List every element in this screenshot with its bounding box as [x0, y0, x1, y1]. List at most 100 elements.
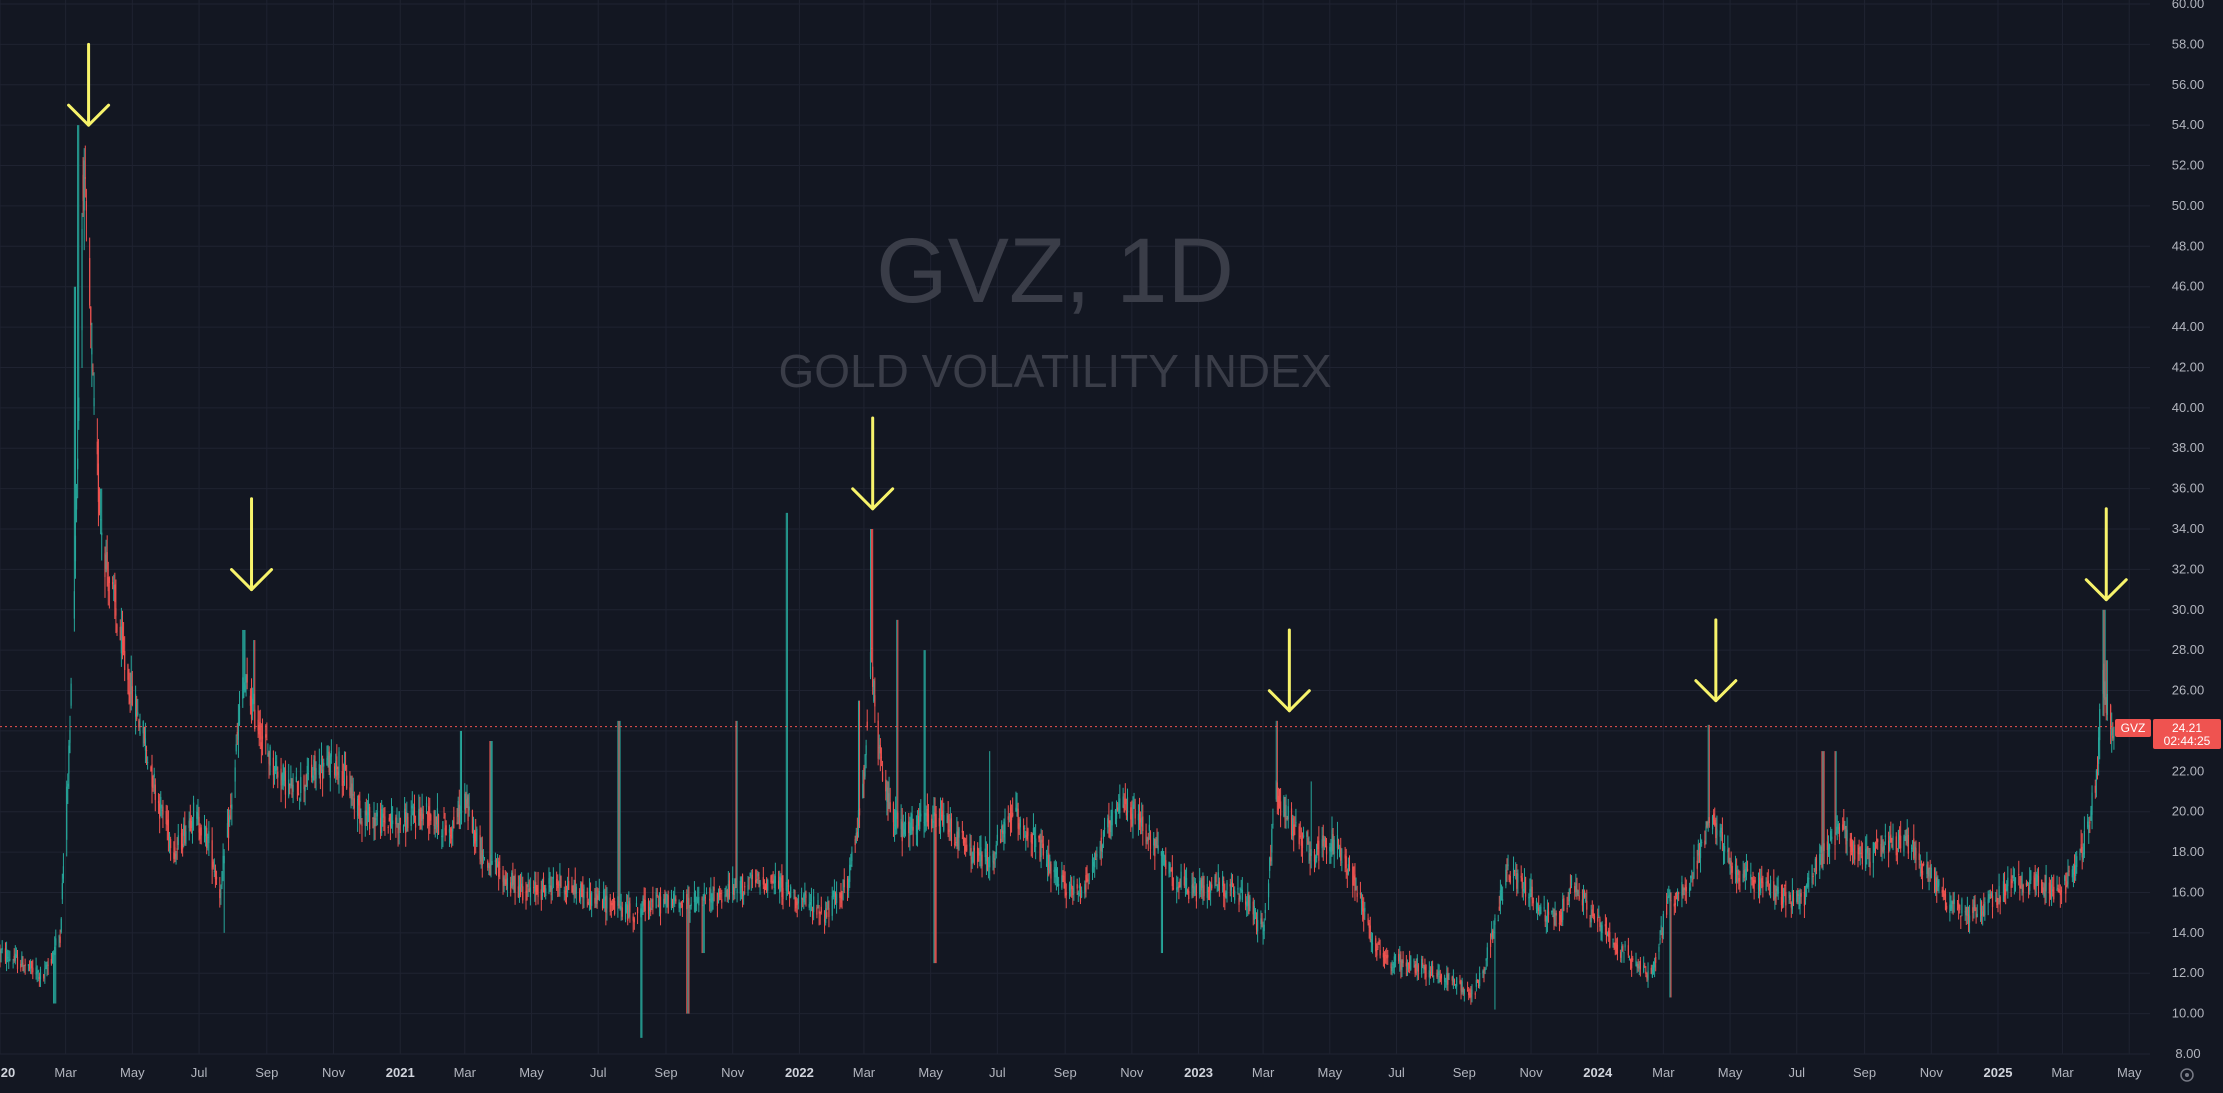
candle-body	[268, 752, 270, 764]
candle-body	[274, 761, 277, 771]
candle-body	[220, 893, 222, 895]
candle-body	[1685, 886, 1687, 892]
candle-body	[282, 764, 284, 786]
candle-body	[361, 821, 363, 827]
candle-body	[517, 886, 519, 898]
candle-body	[911, 813, 913, 829]
candle-body	[1287, 806, 1289, 820]
candle-body	[1627, 945, 1629, 956]
candle-body	[1301, 841, 1304, 848]
candle-body	[1161, 848, 1164, 863]
candle-body	[1171, 866, 1173, 887]
settings-gear-icon[interactable]	[2180, 1068, 2194, 1082]
candle-body	[2022, 884, 2024, 893]
candle-body	[1445, 981, 1447, 983]
candle-body	[2053, 886, 2055, 900]
candle-body	[504, 879, 506, 885]
candle-body	[583, 886, 585, 899]
candle-body	[698, 896, 700, 906]
candle-body	[1808, 877, 1810, 880]
candle-body	[1375, 938, 1377, 952]
candle-body	[1823, 843, 1825, 851]
candle-body	[1452, 976, 1454, 983]
candle-body	[1769, 879, 1772, 898]
candle-body	[735, 877, 737, 886]
candle-body	[1164, 855, 1166, 866]
candle-body	[406, 812, 408, 831]
candle-body	[1156, 837, 1158, 841]
candle-body	[527, 881, 529, 888]
candle-body	[979, 850, 981, 856]
candle-body	[1224, 892, 1226, 898]
time-axis[interactable]: 20 Mar May Jul Sep Nov 2021 Mar May Jul Sep Nov 2022…	[1, 1065, 2142, 1080]
candle-body	[717, 895, 720, 904]
candle-body	[32, 967, 34, 973]
candle-body	[818, 910, 820, 914]
candle-body	[375, 818, 377, 820]
time-tick-label: Jul	[989, 1065, 1006, 1080]
arrow-down-icon	[2084, 507, 2128, 602]
candle-body	[1007, 816, 1009, 820]
candle-body	[1499, 890, 1502, 904]
candle-body	[1544, 915, 1546, 922]
candle-body	[903, 829, 905, 835]
candle-body	[1299, 835, 1301, 837]
candle-body	[955, 842, 957, 844]
candle-body	[1180, 871, 1182, 888]
candle-body	[1382, 953, 1384, 958]
candle-body	[376, 812, 378, 817]
candle-body	[1321, 839, 1323, 849]
candle-body	[1768, 892, 1771, 894]
candle-body	[384, 816, 386, 824]
candle-body	[1861, 856, 1863, 865]
candle-body	[828, 908, 830, 917]
candle-body	[778, 880, 780, 889]
candle-body	[901, 821, 903, 842]
candle-body	[1331, 829, 1333, 843]
candle-body	[2066, 881, 2068, 886]
candle-body	[808, 904, 810, 908]
candle-body	[1923, 863, 1925, 865]
candle-body	[1276, 782, 1278, 803]
candle-body	[1146, 839, 1148, 842]
candle-body	[820, 906, 822, 913]
candle-body	[888, 793, 890, 809]
price-tick-label: 38.00	[2172, 440, 2205, 455]
candle-body	[170, 839, 172, 849]
candle-body	[544, 885, 546, 894]
candle-body	[512, 875, 514, 885]
candle-body	[1201, 878, 1203, 888]
candle-body	[989, 855, 991, 868]
candle-body	[1253, 905, 1255, 921]
candle-body	[1109, 828, 1111, 832]
candle-body	[1713, 813, 1715, 825]
price-tick-label: 46.00	[2172, 279, 2205, 294]
candle-body	[1982, 911, 1984, 916]
candle-body	[410, 815, 412, 826]
candle-body	[277, 771, 279, 778]
annotation-arrows	[67, 42, 2128, 713]
candle-body	[1752, 879, 1754, 888]
candle-body	[104, 553, 106, 578]
candle-body	[21, 955, 23, 967]
candle-body	[1951, 904, 1953, 910]
candle-body	[1117, 807, 1119, 811]
candle-body	[511, 872, 513, 887]
candle-body	[549, 885, 551, 888]
candle-body	[234, 767, 236, 782]
candle-body	[690, 903, 692, 907]
candle-body	[1666, 904, 1668, 915]
candle-body	[1072, 887, 1074, 895]
candle-body	[1384, 954, 1387, 957]
candle-body	[1933, 869, 1936, 892]
candle-body	[1945, 905, 1948, 910]
time-tick-label: May	[2117, 1065, 2142, 1080]
candle-body	[1207, 890, 1210, 892]
candle-body	[1506, 871, 1508, 873]
candle-body	[1068, 884, 1071, 891]
candle-body	[713, 886, 715, 891]
candle-body	[258, 725, 260, 735]
candle-body	[1814, 858, 1816, 876]
